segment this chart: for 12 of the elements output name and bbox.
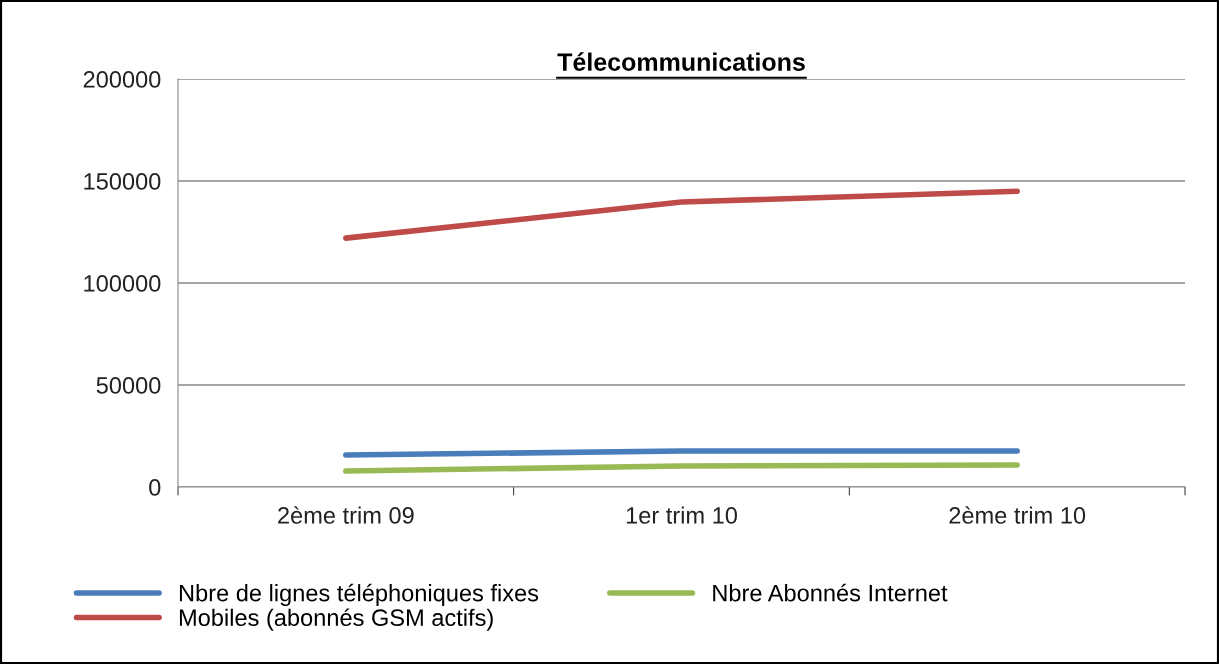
legend-label: Nbre Abonnés Internet [713,583,948,602]
chart-title: Télecommunications [557,52,805,71]
y-tick-label: 200000 [83,71,161,88]
y-tick-label: 0 [149,479,161,496]
y-tick-label: 150000 [84,173,161,190]
x-tick-label: 1er trim 10 [626,506,737,524]
x-tick-label: 2ème trim 10 [949,506,1086,524]
x-tick-label: 2ème trim 09 [278,506,414,524]
y-tick-label: 50000 [96,377,161,394]
legend-label: Nbre de lignes téléphoniques fixes [179,583,539,607]
y-tick-label: 100000 [84,275,161,292]
legend-label: Mobiles (abonnés GSM actifs) [179,608,493,631]
